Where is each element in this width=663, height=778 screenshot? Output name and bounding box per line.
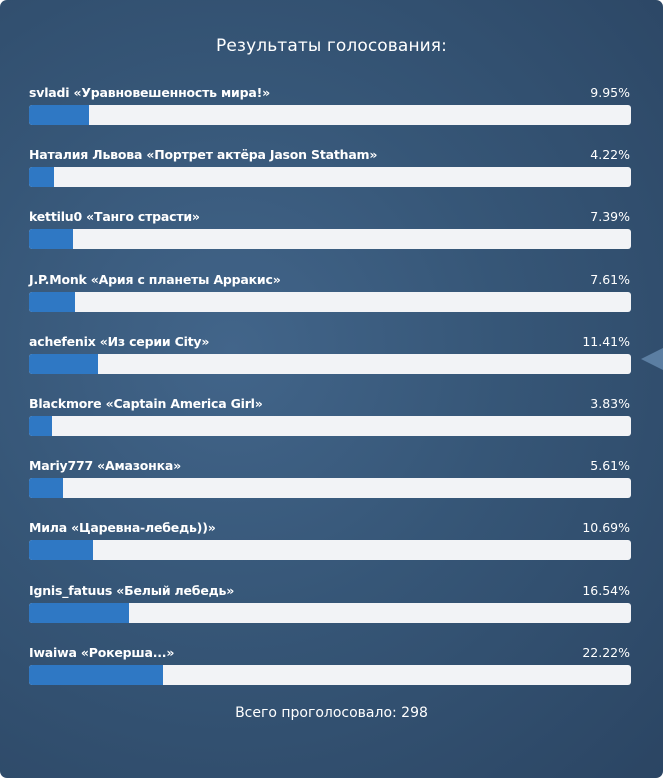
option-percent: 9.95% <box>590 85 630 100</box>
option-label: Mariy777 «Амазонка» <box>29 458 181 474</box>
progress-bar-fill <box>29 478 63 499</box>
progress-bar-track <box>29 229 631 250</box>
progress-bar-fill <box>29 415 53 436</box>
option-percent: 7.61% <box>590 271 630 287</box>
progress-bar-track <box>29 478 631 499</box>
poll-option: Blackmore «Captain America Girl» 3.83% <box>29 396 631 458</box>
poll-option: Mariy777 «Амазонка» 5.61% <box>29 458 631 520</box>
panel-pointer-notch <box>641 348 663 370</box>
poll-option: J.P.Monk «Ария с планеты Арракис» 7.61% <box>29 272 631 334</box>
option-label: Наталия Львова «Портрет актёра Jason Sta… <box>29 147 378 163</box>
progress-bar-fill <box>29 664 163 685</box>
total-votes: Всего проголосовало: 298 <box>235 705 428 721</box>
option-label: Мила «Царевна-лебедь))» <box>29 520 216 536</box>
poll-option: Ignis_fatuus «Белый лебедь» 16.54% <box>29 583 631 645</box>
poll-option: Мила «Царевна-лебедь))» 10.69% <box>29 520 631 582</box>
progress-bar-track <box>29 105 631 125</box>
option-percent: 3.83% <box>590 395 630 411</box>
option-percent: 22.22% <box>582 644 630 660</box>
option-label: kettilu0 «Танго страсти» <box>29 209 200 225</box>
progress-bar-track <box>29 291 631 312</box>
progress-bar-track <box>29 353 631 374</box>
progress-bar-fill <box>29 291 75 312</box>
progress-bar-fill <box>29 167 55 188</box>
progress-bar-track <box>29 415 631 436</box>
progress-bar-fill <box>29 353 98 374</box>
poll-options-list: svladi «Уравновешенность мира!» 9.95% На… <box>29 85 631 707</box>
poll-title: Результаты голосования: <box>216 36 447 56</box>
poll-option: svladi «Уравновешенность мира!» 9.95% <box>29 85 631 147</box>
progress-bar-fill <box>29 602 129 623</box>
poll-option: Iwaiwa «Рокерша...» 22.22% <box>29 645 631 707</box>
option-label: J.P.Monk «Ария с планеты Арракис» <box>29 271 281 287</box>
option-label: Iwaiwa «Рокерша...» <box>29 644 175 660</box>
progress-bar-track <box>29 167 631 188</box>
progress-bar-fill <box>29 540 94 561</box>
option-label: Blackmore «Captain America Girl» <box>29 395 263 411</box>
option-label: achefenix «Из серии City» <box>29 333 210 349</box>
poll-option: achefenix «Из серии City» 11.41% <box>29 334 631 396</box>
option-percent: 16.54% <box>582 582 630 598</box>
option-percent: 7.39% <box>590 209 630 225</box>
option-percent: 4.22% <box>590 147 630 163</box>
poll-option: kettilu0 «Танго страсти» 7.39% <box>29 209 631 271</box>
option-label: svladi «Уравновешенность мира!» <box>29 85 270 100</box>
option-percent: 10.69% <box>582 520 630 536</box>
progress-bar-track <box>29 540 631 561</box>
option-percent: 5.61% <box>590 458 630 474</box>
poll-option: Наталия Львова «Портрет актёра Jason Sta… <box>29 147 631 209</box>
progress-bar-fill <box>29 105 89 125</box>
progress-bar-track <box>29 664 631 685</box>
option-percent: 11.41% <box>582 333 630 349</box>
progress-bar-track <box>29 602 631 623</box>
option-label: Ignis_fatuus «Белый лебедь» <box>29 582 235 598</box>
progress-bar-fill <box>29 229 74 250</box>
